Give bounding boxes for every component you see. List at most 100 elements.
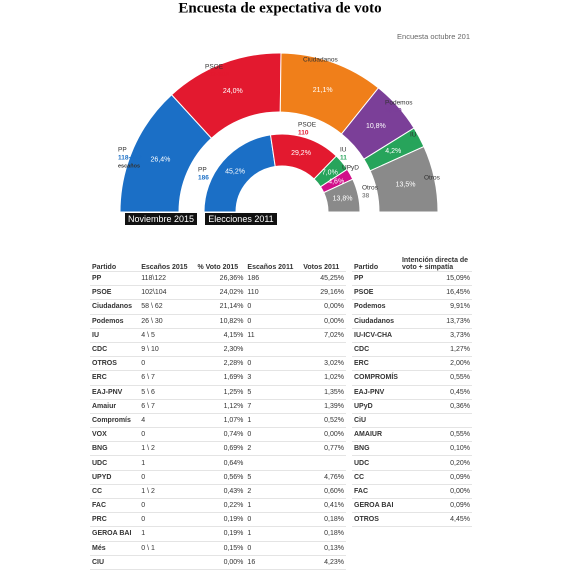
cell: 0,00%	[301, 299, 346, 315]
cell: 0	[245, 356, 302, 372]
chart-label-box	[205, 213, 277, 225]
cell: 0,74%	[195, 427, 246, 443]
cell: 0,45%	[399, 385, 472, 400]
cell: 16	[245, 555, 302, 570]
cell: 0,00%	[301, 427, 346, 443]
cell: 7,02%	[301, 328, 346, 343]
party-label: Ciudadanos	[303, 57, 338, 64]
value-label: 13,5%	[396, 182, 416, 189]
cell: 0,19%	[195, 512, 246, 528]
row: AMAIUR 0,55%	[352, 427, 472, 443]
header-cell: Intención directa de voto + simpatía	[399, 243, 472, 272]
row: EAJ-PNV 0,45%	[352, 385, 472, 400]
cell: 1	[245, 413, 302, 429]
cell: 1,69%	[195, 370, 246, 386]
cell: 0,09%	[399, 498, 472, 514]
cell: 110	[245, 285, 302, 301]
value-label: 7,0%	[322, 169, 338, 176]
cell: 9 \ 10	[139, 342, 196, 358]
seat-label: 4-5	[410, 140, 420, 147]
cell: OTROS	[352, 512, 400, 528]
row: EAJ-PNV 5 \ 6 1,25% 5 1,35%	[90, 385, 346, 400]
cell: 5	[245, 470, 302, 485]
row: CC 1 \ 2 0,43% 2 0,60%	[90, 484, 346, 500]
party-label: UPyD	[342, 165, 359, 172]
cell: ERC	[90, 370, 140, 386]
cell: 24,02%	[195, 285, 246, 301]
cell: 21,14%	[195, 299, 246, 315]
party-label: PP	[118, 147, 127, 154]
cell: 4 \ 5	[139, 328, 196, 343]
party-label: Otros	[362, 185, 379, 192]
cell: 29,16%	[301, 285, 346, 301]
cell: 2,00%	[399, 356, 472, 372]
row: CDC 9 \ 10 2,30%	[90, 342, 346, 358]
cell: EAJ-PNV	[90, 385, 140, 400]
row: Compromís 4 1,07% 1 0,52%	[90, 413, 346, 429]
cell: 0,00%	[195, 555, 246, 570]
cell: 4,76%	[301, 470, 346, 485]
party-label: PSOE	[298, 122, 317, 129]
row: BNG 1 \ 2 0,69% 2 0,77%	[90, 441, 346, 457]
cell: 3,73%	[399, 328, 472, 343]
row: Podemos 9,91%	[352, 299, 472, 315]
cell: 0,56%	[195, 470, 246, 485]
cell: 0,19%	[195, 526, 246, 542]
row: GEROA BAI 0,09%	[352, 498, 472, 514]
cell: 6 \ 7	[139, 370, 196, 386]
cell: BNG	[90, 441, 140, 457]
seat-label: 5	[342, 173, 346, 180]
row: Més 0 \ 1 0,15% 0 0,13%	[90, 541, 346, 556]
row: ERC 2,00%	[352, 356, 472, 372]
cell	[245, 455, 302, 471]
row: BNG 0,10%	[352, 441, 472, 457]
cell: 1	[245, 498, 302, 514]
cell: FAC	[90, 498, 140, 514]
cell: 1	[139, 455, 196, 471]
cell: 2	[245, 484, 302, 500]
header-cell: Votos 2011	[301, 243, 346, 272]
header-cell: Partido	[90, 243, 140, 272]
cell: 0,00%	[399, 484, 472, 500]
row: PSOE 16,45%	[352, 285, 472, 301]
cell: 1	[139, 526, 196, 542]
header-cell: % Voto 2015	[195, 243, 246, 272]
cell: 0	[139, 512, 196, 528]
cell: 0,60%	[301, 484, 346, 500]
cell: 186	[245, 271, 302, 287]
row: ERC 6 \ 7 1,69% 3 1,02%	[90, 370, 346, 386]
cell: 26 \ 30	[139, 314, 196, 329]
cell: 45,25%	[301, 271, 346, 287]
value-label: 21,1%	[313, 87, 333, 94]
cell	[139, 555, 196, 570]
row: Ciudadanos 58 \ 62 21,14% 0 0,00%	[90, 299, 346, 315]
party-label: PP	[198, 167, 207, 174]
cell: 0	[245, 541, 302, 556]
cell: 26,36%	[195, 271, 246, 287]
cell: 0	[139, 470, 196, 485]
cell: 2,28%	[195, 356, 246, 372]
cell: 5 \ 6	[139, 385, 196, 400]
cell: 9,91%	[399, 299, 472, 315]
value-label: 4,2%	[385, 148, 401, 155]
party-label: PSOE	[205, 64, 224, 71]
cell: VOX	[90, 427, 140, 443]
cell: 0,41%	[301, 498, 346, 514]
cell: 4	[139, 413, 196, 429]
cell: 6 \ 7	[139, 399, 196, 414]
row: VOX 0 0,74% 0 0,00%	[90, 427, 346, 443]
cell: 0,36%	[399, 399, 472, 414]
row: CC 0,09%	[352, 470, 472, 485]
cell: 1,39%	[301, 399, 346, 414]
row: CDC 1,27%	[352, 342, 472, 358]
cell: Amaiur	[90, 399, 140, 414]
cell: 0	[245, 512, 302, 528]
cell: 4,23%	[301, 555, 346, 570]
chart-label-box	[125, 213, 197, 225]
cell: 15,09%	[399, 271, 472, 287]
cell: Ciudadanos	[90, 299, 140, 315]
cell: 3	[245, 370, 302, 386]
cell	[245, 342, 302, 358]
slice	[323, 178, 361, 213]
cell: CC	[352, 470, 400, 485]
